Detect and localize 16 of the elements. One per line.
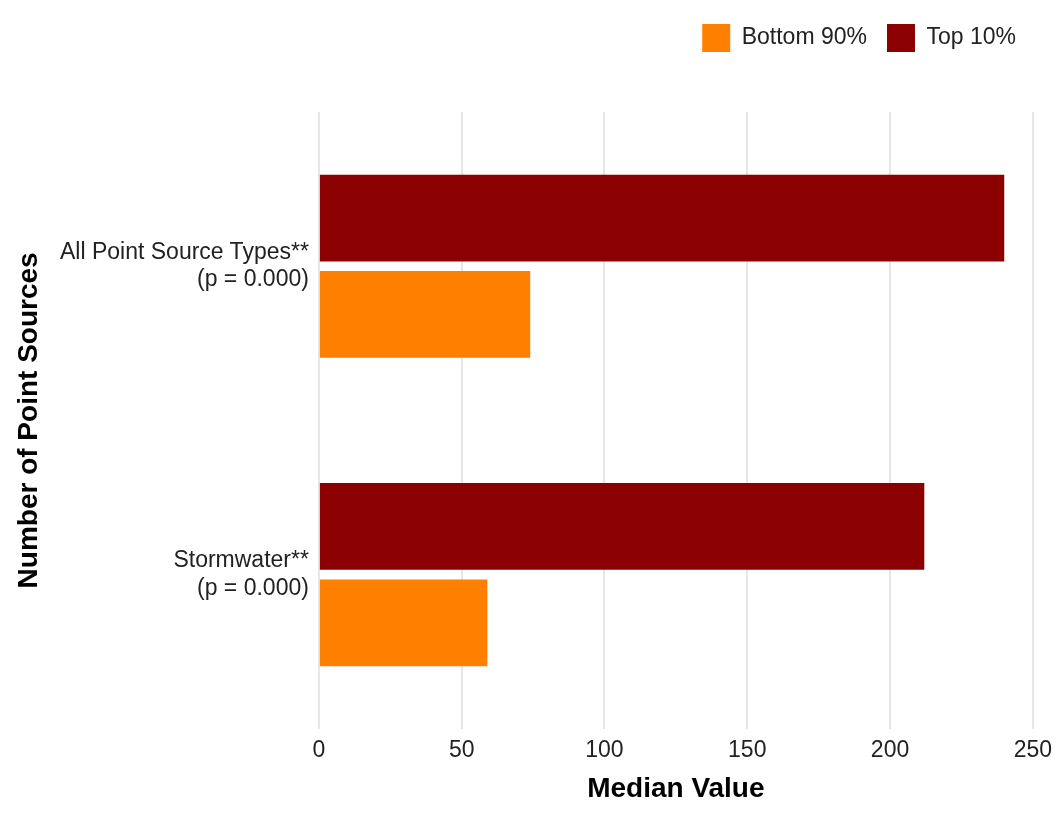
x-tick-label: 250 (1013, 735, 1052, 762)
y-tick-label: All Point Source Types** (p = 0.000) (60, 237, 309, 292)
x-tick-label: 50 (448, 735, 475, 762)
y-tick-label: Stormwater** (p = 0.000) (173, 546, 309, 600)
legend-label: Bottom 90% (741, 23, 867, 50)
x-tick-label: 0 (312, 735, 326, 762)
bar (319, 579, 488, 667)
bar (319, 483, 925, 570)
legend-label: Top 10% (926, 23, 1017, 50)
x-tick-label: 200 (870, 735, 910, 762)
y-axis-title: Number of Point Sources (11, 252, 43, 589)
x-tick-label: 150 (728, 735, 767, 762)
x-tick-label: 100 (585, 735, 624, 762)
bar (319, 271, 531, 358)
x-axis-title: Median Value (587, 771, 765, 803)
bar (319, 174, 1005, 262)
